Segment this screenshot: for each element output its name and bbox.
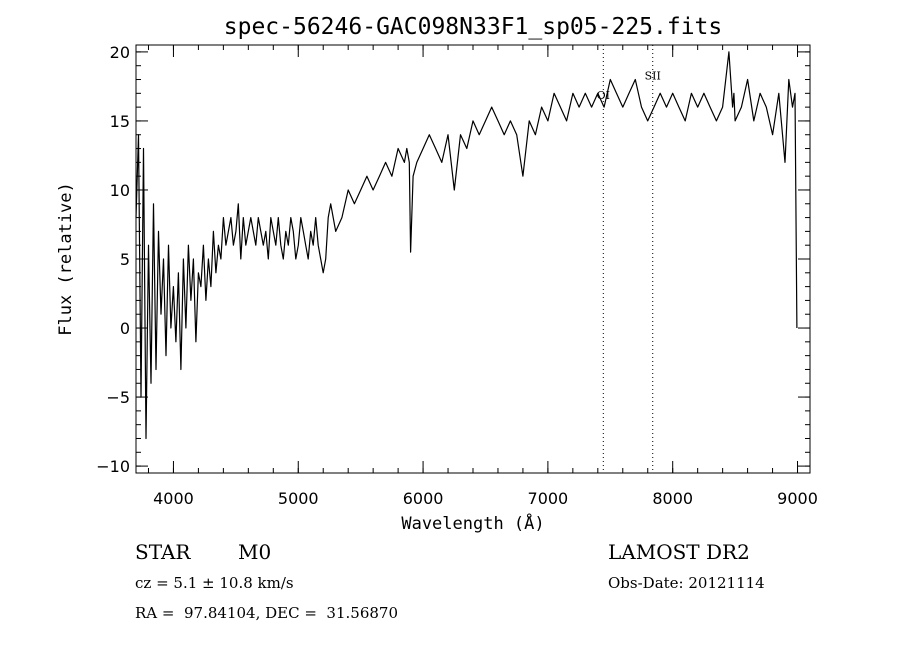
y-tick-label: 15 <box>110 112 130 131</box>
line-label: SII <box>645 70 661 83</box>
reference-lines <box>602 45 654 473</box>
plot-frame <box>135 44 811 474</box>
y-axis-label: Flux (relative) <box>56 182 76 336</box>
spectrum-chart: spec-56246-GAC098N33F1_sp05-225.fits 400… <box>56 14 818 534</box>
x-tick-label: 5000 <box>278 489 319 508</box>
x-tick-label: 9000 <box>777 489 818 508</box>
obs-date-line: Obs-Date: 20121114 <box>608 574 765 592</box>
subclass: M0 <box>238 540 272 564</box>
y-tick-label: 0 <box>120 319 130 338</box>
x-axis-label: Wavelength (Å) <box>401 512 544 534</box>
spectrum-line <box>135 51 798 440</box>
line-label: OI <box>597 89 610 102</box>
y-tick-label: 5 <box>120 250 130 269</box>
y-tick-label: −5 <box>106 388 130 407</box>
survey-name: LAMOST DR2 <box>608 540 750 564</box>
y-tick-label: 10 <box>110 181 130 200</box>
annotations: OI SII <box>597 70 661 102</box>
redshift-line: cz = 5.1 ± 10.8 km/s <box>135 574 294 592</box>
object-type: STAR <box>135 540 191 564</box>
y-tick-label: −10 <box>96 457 130 476</box>
axis-ticks: 4000 5000 6000 7000 8000 9000 −10 −5 0 5 10 15 20 <box>96 43 818 508</box>
x-tick-label: 4000 <box>153 489 194 508</box>
x-tick-label: 8000 <box>652 489 693 508</box>
coordinates-line: RA = 97.84104, DEC = 31.56870 <box>135 604 399 622</box>
y-tick-label: 20 <box>110 43 130 62</box>
x-tick-label: 7000 <box>528 489 569 508</box>
series-layer <box>135 51 798 440</box>
chart-title: spec-56246-GAC098N33F1_sp05-225.fits <box>224 14 723 40</box>
x-tick-label: 6000 <box>403 489 444 508</box>
